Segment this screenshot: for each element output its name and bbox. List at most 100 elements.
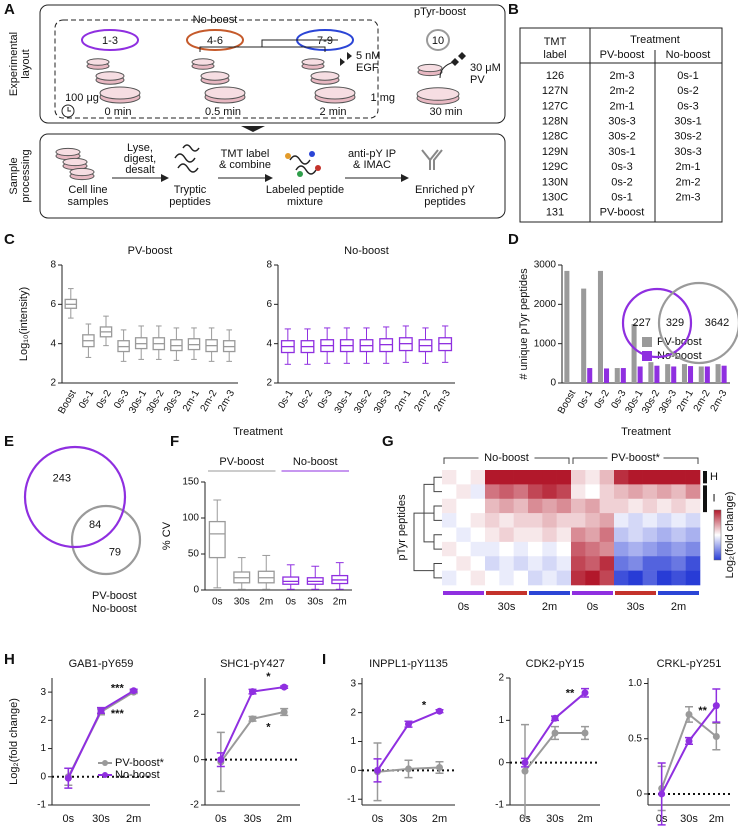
y-tick-label: 4 [50, 338, 56, 349]
colorbar-label: Log₂(fold change) [724, 492, 736, 579]
legend-label: No-boost [92, 603, 137, 615]
y-tick-label: 1 [498, 715, 504, 726]
column-group-label: 2m [542, 601, 557, 613]
table-cell: 129C [542, 161, 568, 173]
heat-cell [542, 498, 557, 514]
x-tick-label: 2m [333, 597, 347, 608]
heat-cell [571, 541, 586, 557]
group-label: 10 [432, 35, 444, 47]
chart-title: No-boost [344, 245, 389, 257]
table-cell: 0s-3 [611, 161, 632, 173]
significance: ** [698, 705, 707, 717]
x-tick-label: 0s-3 [316, 388, 335, 411]
group-label: 7-9 [317, 35, 333, 47]
heat-cell [585, 484, 600, 500]
point [658, 790, 666, 798]
heat-cell [456, 484, 471, 500]
heat-cell [671, 527, 686, 543]
heat-cell [614, 556, 629, 571]
heat-cell [542, 527, 557, 543]
bar [564, 270, 570, 383]
group-label: No-boost [484, 452, 529, 464]
heat-cell [528, 541, 543, 557]
heat-cell [642, 541, 658, 557]
layout-box [39, 4, 506, 124]
panel-label: G [382, 433, 394, 450]
table-cell: 0s-1 [677, 70, 698, 82]
column-group-label: 30s [627, 601, 645, 613]
x-tick-label: 2m [432, 813, 447, 825]
heat-cell [642, 470, 658, 485]
point [217, 756, 225, 764]
bar [715, 364, 721, 383]
pv-icon [451, 52, 466, 66]
table-cell: 129N [542, 146, 568, 158]
table-header: PV-boost [600, 49, 645, 61]
heat-cell [456, 470, 471, 485]
heat-cell [628, 541, 643, 557]
stage-label: samples [68, 196, 109, 208]
egf-bracket [199, 39, 338, 52]
heat-cell [456, 556, 471, 571]
chart-title: CRKL-pY251 [657, 658, 722, 670]
heat-cell [657, 527, 672, 543]
tag-icon [315, 165, 321, 171]
dish [301, 58, 325, 66]
table-cell: 128N [542, 116, 568, 128]
heat-cell [499, 541, 514, 557]
heat-cell [599, 498, 615, 514]
antibody-icon [421, 149, 443, 170]
dendrogram [433, 534, 442, 550]
table-header: Treatment [630, 34, 680, 46]
y-tick-label: 0 [193, 754, 199, 765]
table-cell: 0s-1 [611, 192, 632, 204]
heat-cell [513, 527, 529, 543]
x-tick-label: 2m-3 [432, 388, 453, 414]
legend-dot [102, 772, 108, 778]
heat-cell [614, 527, 629, 543]
cluster-bar [703, 485, 707, 513]
y-tick-label: 0.5 [628, 733, 642, 744]
y-axis-label: pTyr peptides [396, 494, 408, 561]
y-tick-label: 3000 [534, 260, 557, 271]
dish [55, 147, 81, 157]
significance: * [266, 671, 271, 683]
x-tick-label: 30s-3 [372, 388, 394, 416]
y-tick-label: -1 [495, 800, 504, 811]
bar [631, 324, 637, 383]
heat-cell [485, 484, 500, 500]
heat-cell [585, 498, 600, 514]
x-tick-label: 2m-3 [709, 388, 730, 414]
table-cell: 0s-2 [611, 176, 632, 188]
heat-cell [628, 556, 643, 571]
heat-cell [556, 484, 572, 500]
x-tick-label: 2m-2 [199, 388, 220, 414]
heat-cell [442, 556, 457, 571]
table-cell: 2m-1 [675, 161, 700, 173]
stage-label: mixture [287, 196, 323, 208]
flow-arrow [241, 126, 265, 132]
y-tick-label: 0 [350, 765, 356, 776]
significance: *** [111, 708, 125, 720]
panel-label: H [4, 651, 15, 668]
step-label: & combine [219, 159, 271, 171]
table-cell: 30s-1 [608, 146, 636, 158]
bar [648, 362, 654, 383]
heat-cell [542, 470, 557, 485]
table-cell: 131 [546, 207, 564, 219]
heat-cell [628, 470, 643, 485]
y-tick-label: 6 [266, 299, 272, 310]
y-tick-label: 100 [182, 513, 199, 524]
dish [191, 58, 215, 66]
column-group-label: 30s [498, 601, 516, 613]
pv-label: PV [470, 74, 485, 86]
point [436, 707, 443, 715]
group-oval [426, 29, 450, 51]
group-label: 4-6 [207, 35, 223, 47]
x-tick-label: Boost [556, 388, 578, 416]
table-cell: 2m-2 [675, 176, 700, 188]
heat-cell [513, 484, 529, 500]
heat-cell [456, 513, 471, 528]
label-bg [607, 451, 664, 465]
